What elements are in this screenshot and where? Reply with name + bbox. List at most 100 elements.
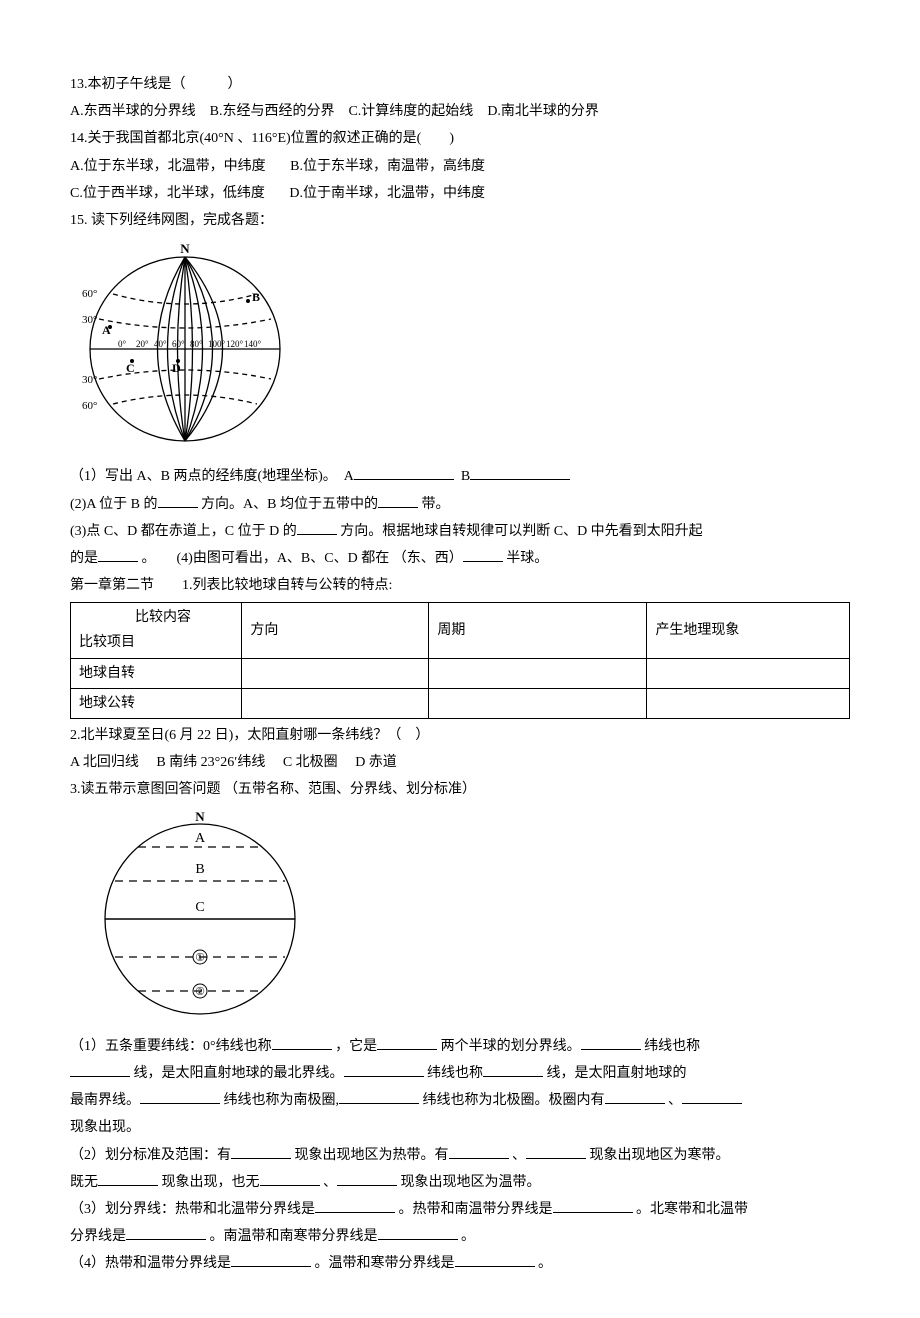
globe-pt-C: C <box>126 361 135 375</box>
cmp-h1: 方向 <box>242 603 429 658</box>
cmp-cell[interactable] <box>429 658 647 688</box>
q15-p3-l2: 的是 。 (4)由图可看出，A、B、C、D 都在 （东、西） 半球。 <box>70 546 850 571</box>
q13-optB: B.东经与西经的分界 <box>210 104 335 119</box>
globe-lat-60s: 60° <box>82 400 97 412</box>
q15-p2-c: 带。 <box>421 497 449 512</box>
blank[interactable] <box>272 1035 332 1050</box>
globe-diagram: N 60° 30° 30° 60° 0° 20° 40° 60° 80° 100… <box>70 239 850 458</box>
blank[interactable] <box>158 493 198 508</box>
blank[interactable] <box>260 1171 320 1186</box>
sec2-header: 第一章第二节 1.列表比较地球自转与公转的特点: <box>70 573 850 598</box>
q3b-p1-l2: 线，是太阳直射地球的最北界线。 纬线也称 线，是太阳直射地球的 <box>70 1061 850 1086</box>
cmp-cell[interactable] <box>429 688 647 718</box>
blank[interactable] <box>315 1198 395 1213</box>
q15-stem: 15. 读下列经纬网图，完成各题： <box>70 208 850 233</box>
q3b-p3-l2: 分界线是 。南温带和南寒带分界线是 。 <box>70 1224 850 1249</box>
t: 纬线也称为北极圈。极圈内有 <box>423 1093 605 1108</box>
t: 纬线也称 <box>427 1066 483 1081</box>
q2b-stem: 2.北半球夏至日(6 月 22 日)，太阳直射哪一条纬线？（ ） <box>70 723 850 748</box>
blank[interactable] <box>344 1062 424 1077</box>
blank[interactable] <box>98 547 138 562</box>
q15-p2: (2)A 位于 B 的 方向。A、B 均位于五带中的 带。 <box>70 492 850 517</box>
q13-optD: D.南北半球的分界 <box>487 104 599 119</box>
globe-lon-0: 0° <box>118 339 127 349</box>
cmp-cell[interactable] <box>242 658 429 688</box>
q15-p3-e: 半球。 <box>506 551 548 566</box>
q13-optA: A.东西半球的分界线 <box>70 104 196 119</box>
globe-lat-60n: 60° <box>82 288 97 300</box>
blank[interactable] <box>483 1062 543 1077</box>
zone-C: C <box>195 900 204 915</box>
blank[interactable] <box>605 1089 665 1104</box>
blank[interactable] <box>463 547 503 562</box>
blank[interactable] <box>354 465 454 480</box>
q14-stem: 14.关于我国首都北京(40°N 、116°E)位置的叙述正确的是( ) <box>70 126 850 151</box>
compare-table: 比较内容 比较项目 方向 周期 产生地理现象 地球自转 地球公转 <box>70 602 850 719</box>
t: ，它是 <box>335 1039 377 1054</box>
t: 。 <box>461 1229 475 1244</box>
blank[interactable] <box>470 465 570 480</box>
q15-p3-a: (3)点 C、D 都在赤道上，C 位于 D 的 <box>70 524 297 539</box>
blank[interactable] <box>140 1089 220 1104</box>
t: （2）划分标准及范围：有 <box>70 1148 231 1163</box>
t: 、 <box>668 1093 682 1108</box>
zones-N: N <box>195 809 205 824</box>
q14-row1: A.位于东半球，北温带，中纬度 B.位于东半球，南温带，高纬度 <box>70 154 850 179</box>
blank[interactable] <box>377 1035 437 1050</box>
blank[interactable] <box>337 1171 397 1186</box>
t: 线，是太阳直射地球的 <box>547 1066 687 1081</box>
t: 现象出现地区为温带。 <box>401 1175 541 1190</box>
blank[interactable] <box>378 493 418 508</box>
blank[interactable] <box>339 1089 419 1104</box>
blank[interactable] <box>70 1062 130 1077</box>
globe-lon-140: 140° <box>244 339 262 349</box>
blank[interactable] <box>449 1144 509 1159</box>
q14-optB: B.位于东半球，南温带，高纬度 <box>290 159 485 174</box>
globe-lon-100: 100° <box>208 339 226 349</box>
q3b-stem: 3.读五带示意图回答问题 （五带名称、范围、分界线、划分标准） <box>70 777 850 802</box>
globe-pt-B: B <box>252 290 260 304</box>
t: 。北寒带和北温带 <box>636 1202 748 1217</box>
cmp-h2: 周期 <box>429 603 647 658</box>
globe-lon-80: 80° <box>190 339 203 349</box>
zone-B: B <box>195 862 204 877</box>
t: 现象出现地区为寒带。 <box>590 1148 730 1163</box>
q14-optC: C.位于西半球，北半球，低纬度 <box>70 186 265 201</box>
blank[interactable] <box>526 1144 586 1159</box>
blank[interactable] <box>553 1198 633 1213</box>
q15-p1-b: B <box>461 469 470 484</box>
blank[interactable] <box>682 1089 742 1104</box>
blank[interactable] <box>126 1225 206 1240</box>
t: 现象出现。 <box>70 1120 140 1135</box>
cmp-h-corner: 比较内容 比较项目 <box>71 603 242 658</box>
t: （1）五条重要纬线：0°纬线也称 <box>70 1039 272 1054</box>
globe-N: N <box>180 241 190 256</box>
q15-p3-l1: (3)点 C、D 都在赤道上，C 位于 D 的 方向。根据地球自转规律可以判断 … <box>70 519 850 544</box>
blank[interactable] <box>231 1144 291 1159</box>
cmp-cell[interactable] <box>647 688 850 718</box>
cmp-r1: 地球自转 <box>71 658 242 688</box>
blank[interactable] <box>581 1035 641 1050</box>
q15-p3-d: 。 (4)由图可看出，A、B、C、D 都在 （东、西） <box>142 551 463 566</box>
blank[interactable] <box>378 1225 458 1240</box>
blank[interactable] <box>297 520 337 535</box>
blank[interactable] <box>455 1252 535 1267</box>
zones-diagram: N A B C ① ② <box>90 809 850 1028</box>
t: 现象出现地区为热带。有 <box>295 1148 449 1163</box>
blank[interactable] <box>231 1252 311 1267</box>
cmp-cell[interactable] <box>647 658 850 688</box>
q2b-optA: A 北回归线 <box>70 755 139 770</box>
t: 纬线也称 <box>644 1039 700 1054</box>
q2b-optB: B 南纬 23°26′纬线 <box>156 755 265 770</box>
q3b-p4: （4）热带和温带分界线是 。温带和寒带分界线是 。 <box>70 1251 850 1276</box>
cmp-cell[interactable] <box>242 688 429 718</box>
q14-optD: D.位于南半球，北温带，中纬度 <box>289 186 485 201</box>
q3b-p1-l3: 最南界线。 纬线也称为南极圈, 纬线也称为北极圈。极圈内有 、 <box>70 1088 850 1113</box>
t: 、 <box>323 1175 337 1190</box>
q3b-p2-l1: （2）划分标准及范围：有 现象出现地区为热带。有 、 现象出现地区为寒带。 <box>70 1143 850 1168</box>
globe-lon-20: 20° <box>136 339 149 349</box>
cmp-h-corner-top: 比较内容 <box>79 605 233 630</box>
t: 两个半球的划分界线。 <box>441 1039 581 1054</box>
q15-p2-a: (2)A 位于 B 的 <box>70 497 158 512</box>
blank[interactable] <box>98 1171 158 1186</box>
